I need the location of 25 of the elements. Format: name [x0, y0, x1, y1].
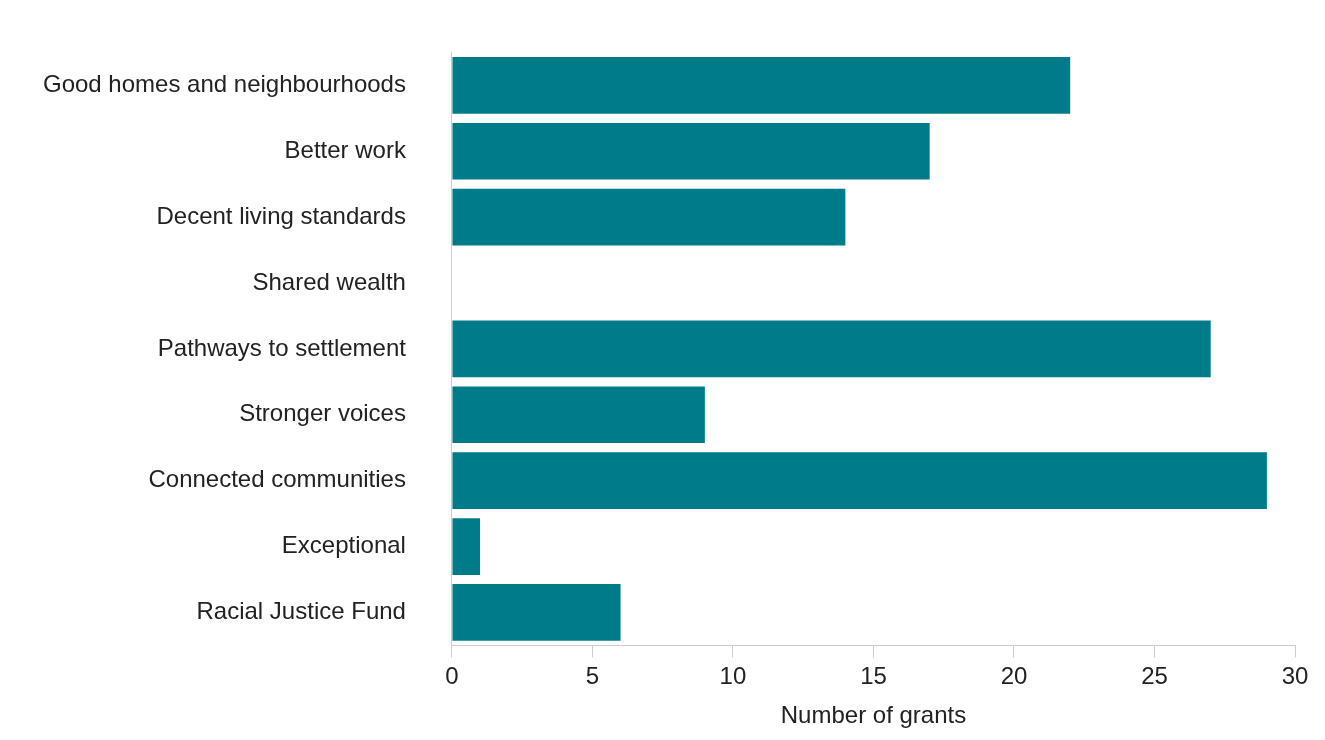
x-tick-label: 20 — [1000, 662, 1028, 690]
y-tick-label: Stronger voices — [239, 399, 406, 427]
y-tick-label: Shared wealth — [252, 267, 406, 295]
x-tick-label: 5 — [585, 662, 600, 690]
x-tick-label: 10 — [719, 662, 747, 690]
y-tick-label: Connected communities — [148, 465, 406, 493]
x-tick-label: 15 — [860, 662, 887, 690]
bar — [452, 320, 1211, 378]
x-tick-label: 25 — [1141, 662, 1168, 690]
bar — [452, 188, 846, 246]
bar — [452, 584, 621, 641]
bar — [452, 518, 481, 575]
y-tick-label: Racial Justice Fund — [196, 597, 406, 625]
x-tick-label: 30 — [1281, 662, 1309, 690]
bar — [452, 57, 1071, 114]
bar — [452, 452, 1267, 510]
y-tick-label: Good homes and neighbourhoods — [42, 69, 406, 97]
bar — [452, 386, 705, 444]
x-tick-label: 0 — [445, 662, 459, 690]
y-tick-label: Pathways to settlement — [157, 333, 407, 361]
bar — [452, 122, 930, 180]
x-axis-title: Number of grants — [780, 701, 967, 729]
y-tick-label: Exceptional — [281, 531, 406, 559]
y-tick-label: Decent living standards — [156, 201, 406, 229]
y-tick-label: Better work — [284, 135, 407, 163]
